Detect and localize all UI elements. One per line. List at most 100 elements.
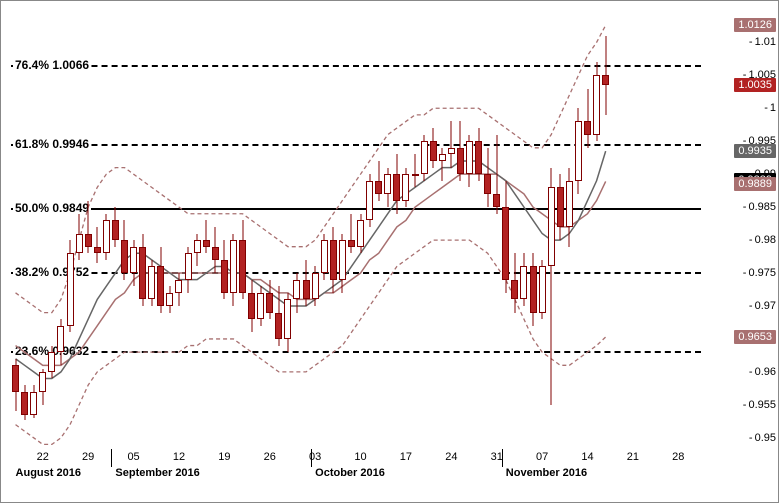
candle[interactable]: [548, 16, 555, 451]
candle[interactable]: [466, 16, 473, 451]
month-label: October 2016: [315, 467, 385, 479]
candle[interactable]: [157, 16, 164, 451]
candle[interactable]: [166, 16, 173, 451]
candle[interactable]: [230, 16, 237, 451]
price-marker: 0.9889: [734, 177, 776, 191]
candle[interactable]: [48, 16, 55, 451]
candle[interactable]: [266, 16, 273, 451]
y-tick: 0.955: [743, 399, 776, 411]
x-tick: 12: [173, 451, 185, 463]
price-marker: 1.0126: [734, 18, 776, 32]
candle[interactable]: [221, 16, 228, 451]
price-marker: 1.0035: [734, 78, 776, 92]
candle[interactable]: [348, 16, 355, 451]
x-tick: 22: [37, 451, 49, 463]
y-tick: 0.95: [749, 432, 776, 444]
candle[interactable]: [148, 16, 155, 451]
candle[interactable]: [393, 16, 400, 451]
candle[interactable]: [602, 16, 609, 451]
candle[interactable]: [30, 16, 37, 451]
x-axis: 222905121926031017243107142128August 201…: [11, 449, 701, 502]
candle[interactable]: [330, 16, 337, 451]
price-marker: 0.9935: [734, 144, 776, 158]
candle[interactable]: [12, 16, 19, 451]
candle[interactable]: [284, 16, 291, 451]
candle[interactable]: [439, 16, 446, 451]
x-tick: 17: [400, 451, 412, 463]
candle[interactable]: [248, 16, 255, 451]
candle[interactable]: [76, 16, 83, 451]
candle[interactable]: [557, 16, 564, 451]
x-tick: 10: [354, 451, 366, 463]
candle[interactable]: [421, 16, 428, 451]
candle[interactable]: [493, 16, 500, 451]
candle[interactable]: [448, 16, 455, 451]
candle[interactable]: [67, 16, 74, 451]
plot-area[interactable]: 76.4% 1.006661.8% 0.994650.0% 0.984938.2…: [11, 16, 701, 451]
candle[interactable]: [257, 16, 264, 451]
candlestick-chart: 76.4% 1.006661.8% 0.994650.0% 0.984938.2…: [0, 0, 779, 503]
candle[interactable]: [21, 16, 28, 451]
candle[interactable]: [412, 16, 419, 451]
candle[interactable]: [593, 16, 600, 451]
candle[interactable]: [566, 16, 573, 451]
y-tick: 0.985: [743, 201, 776, 213]
candle[interactable]: [430, 16, 437, 451]
y-tick: 1.01: [749, 36, 776, 48]
candle[interactable]: [94, 16, 101, 451]
candle[interactable]: [39, 16, 46, 451]
y-tick: 0.97: [749, 300, 776, 312]
candle[interactable]: [112, 16, 119, 451]
candle[interactable]: [275, 16, 282, 451]
candle[interactable]: [130, 16, 137, 451]
x-tick: 24: [445, 451, 457, 463]
candle[interactable]: [511, 16, 518, 451]
candle[interactable]: [520, 16, 527, 451]
candle[interactable]: [357, 16, 364, 451]
x-tick: 21: [627, 451, 639, 463]
candle[interactable]: [475, 16, 482, 451]
candle[interactable]: [384, 16, 391, 451]
candle[interactable]: [484, 16, 491, 451]
candle[interactable]: [103, 16, 110, 451]
candle[interactable]: [502, 16, 509, 451]
month-separator: [311, 449, 312, 467]
y-tick: 0.975: [743, 267, 776, 279]
price-marker: 0.9653: [734, 330, 776, 344]
candle[interactable]: [85, 16, 92, 451]
candle[interactable]: [194, 16, 201, 451]
candle[interactable]: [303, 16, 310, 451]
candle[interactable]: [212, 16, 219, 451]
x-tick: 28: [672, 451, 684, 463]
candle[interactable]: [139, 16, 146, 451]
x-tick: 07: [536, 451, 548, 463]
candle[interactable]: [584, 16, 591, 451]
candle[interactable]: [121, 16, 128, 451]
month-label: August 2016: [16, 467, 81, 479]
candle[interactable]: [366, 16, 373, 451]
month-label: September 2016: [115, 467, 199, 479]
candle[interactable]: [203, 16, 210, 451]
x-tick: 26: [264, 451, 276, 463]
month-separator: [502, 449, 503, 467]
candle[interactable]: [530, 16, 537, 451]
x-tick: 19: [218, 451, 230, 463]
candle[interactable]: [321, 16, 328, 451]
month-label: November 2016: [506, 467, 587, 479]
candle[interactable]: [239, 16, 246, 451]
candle[interactable]: [312, 16, 319, 451]
candle[interactable]: [339, 16, 346, 451]
candle[interactable]: [575, 16, 582, 451]
y-tick: 0.96: [749, 366, 776, 378]
candle[interactable]: [539, 16, 546, 451]
y-tick: 1: [764, 102, 776, 114]
candle[interactable]: [175, 16, 182, 451]
candle[interactable]: [293, 16, 300, 451]
candle[interactable]: [185, 16, 192, 451]
x-tick: 14: [581, 451, 593, 463]
candle[interactable]: [457, 16, 464, 451]
x-tick: 05: [127, 451, 139, 463]
candle[interactable]: [402, 16, 409, 451]
candle[interactable]: [57, 16, 64, 451]
candle[interactable]: [375, 16, 382, 451]
